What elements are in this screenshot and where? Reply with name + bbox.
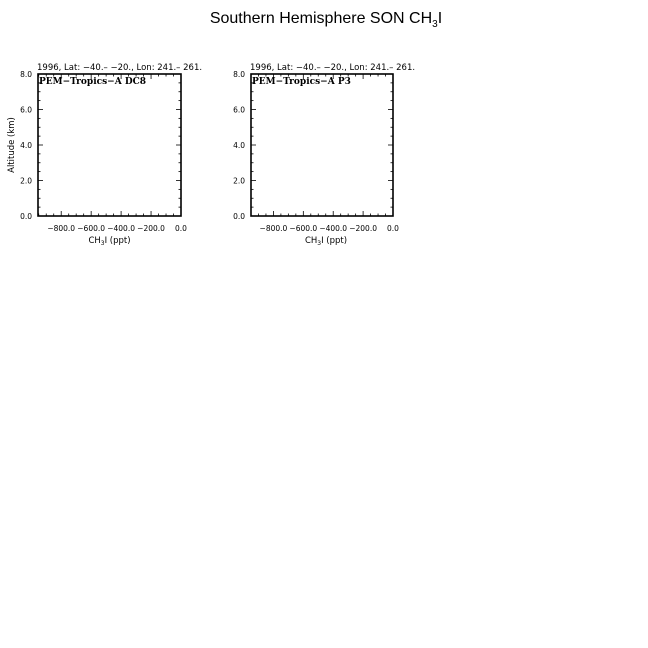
plot-panel-2: −800.0 −600.0 −400.0 −200.0 0.0 0.0 2.0 4.0 6.0 8…	[233, 63, 415, 247]
x-tick-label: −400.0	[107, 224, 135, 233]
panel-label: PEM−Tropics−A P3	[252, 77, 351, 87]
y-tick-label: 6.0	[20, 106, 32, 115]
x-tick-label: −600.0	[77, 224, 105, 233]
y-tick-label: 6.0	[233, 106, 245, 115]
y-tick-label: 0.0	[233, 212, 245, 221]
x-tick-label: 0.0	[387, 224, 399, 233]
plot-frame	[37, 73, 182, 217]
plot-panel-1: −800.0 −600.0 −400.0 −200.0 0.0 0.0 2.0 4.0 6.0 8…	[7, 63, 202, 247]
x-axis-label: CH3I (ppt)	[305, 236, 347, 247]
y-tick-label: 0.0	[20, 212, 32, 221]
plot-frame	[250, 73, 394, 217]
y-tick-label: 2.0	[20, 177, 32, 186]
x-tick-label: −800.0	[47, 224, 75, 233]
x-tick-label: −200.0	[137, 224, 165, 233]
figure-title: Southern Hemisphere SON CH3I	[210, 10, 442, 30]
x-tick-label: −200.0	[349, 224, 377, 233]
x-tick-label: −400.0	[319, 224, 347, 233]
y-tick-label: 4.0	[233, 141, 245, 150]
y-tick-label: 4.0	[20, 141, 32, 150]
x-tick-label: −800.0	[260, 224, 288, 233]
y-tick-label: 2.0	[233, 177, 245, 186]
panel-header: 1996, Lat: −40.– −20., Lon: 241.– 261.	[250, 63, 415, 73]
x-tick-label: −600.0	[289, 224, 317, 233]
x-tick-label: 0.0	[175, 224, 187, 233]
panel-label: PEM−Tropics−A DC8	[39, 77, 146, 87]
panel-header: 1996, Lat: −40.– −20., Lon: 241.– 261.	[37, 63, 202, 73]
x-axis-label: CH3I (ppt)	[88, 236, 130, 247]
y-axis-label: Altitude (km)	[7, 117, 17, 173]
y-tick-label: 8.0	[20, 70, 32, 79]
y-tick-label: 8.0	[233, 70, 245, 79]
